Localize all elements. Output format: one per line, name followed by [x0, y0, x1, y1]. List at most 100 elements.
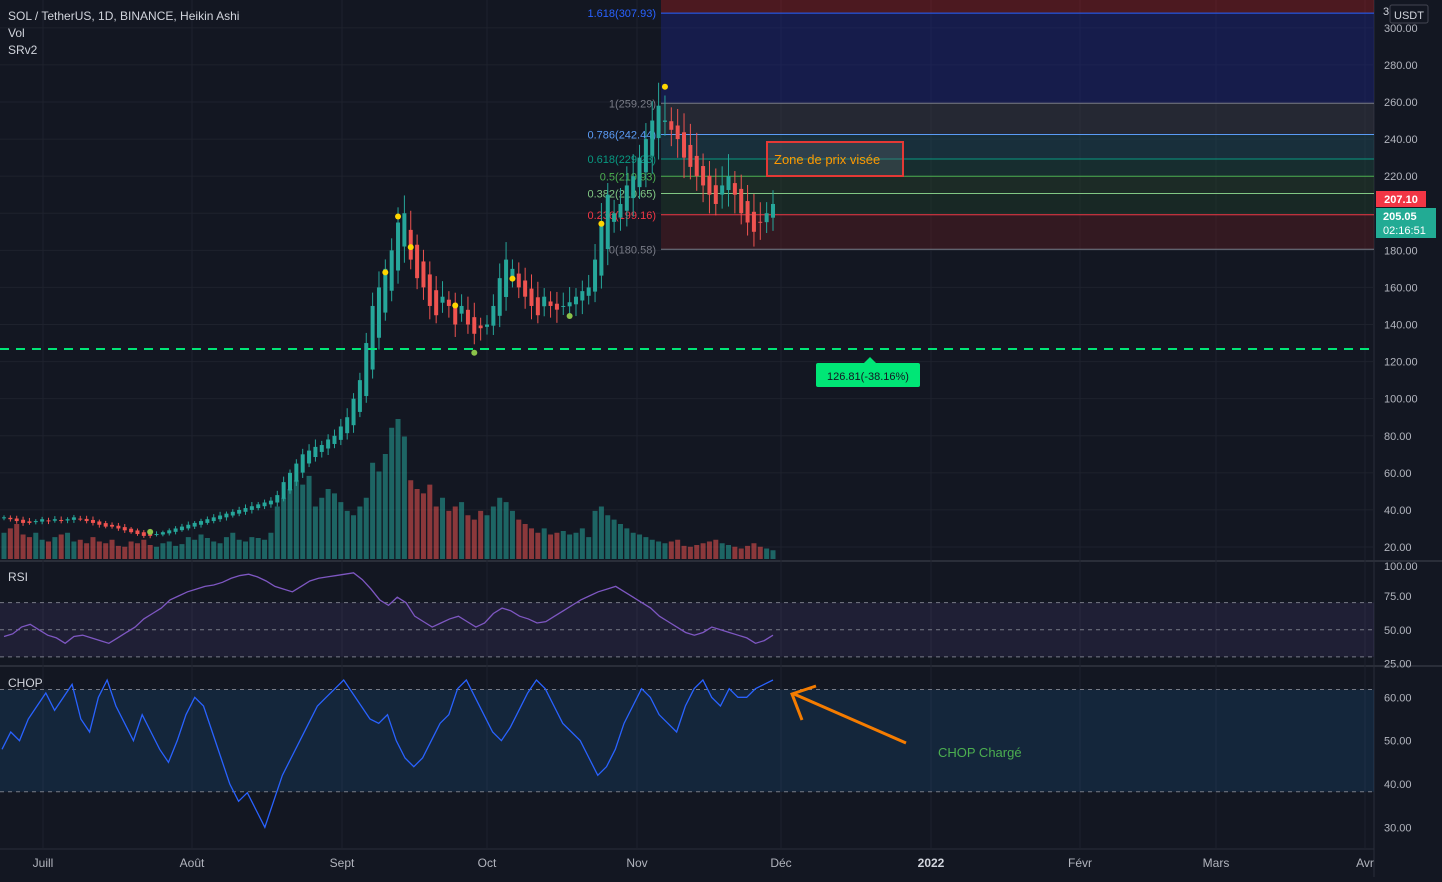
volume-bar — [109, 539, 115, 559]
candle-body — [14, 518, 19, 522]
chop-pane[interactable] — [0, 667, 1374, 849]
volume-bar — [401, 436, 407, 559]
volume-bar — [681, 545, 687, 559]
candle-body — [211, 517, 216, 522]
candle-body — [275, 495, 280, 503]
candle-body — [173, 528, 178, 532]
last-price-badge — [1376, 191, 1426, 207]
volume-bar — [541, 528, 547, 559]
volume-bar — [7, 528, 13, 559]
volume-bar — [160, 543, 166, 559]
candle-body — [326, 439, 331, 449]
volume-bar — [414, 489, 420, 559]
volume-bars — [1, 419, 776, 559]
volume-bar — [643, 537, 649, 559]
candle-body — [682, 132, 687, 158]
time-tick-label: Oct — [478, 856, 497, 870]
chop-tick-label: 50.00 — [1384, 736, 1412, 748]
candle-body — [618, 203, 623, 218]
volume-bar — [217, 543, 223, 559]
volume-bar — [198, 534, 204, 559]
candle-body — [580, 291, 585, 301]
candle-body — [472, 317, 477, 334]
candle-body — [2, 517, 6, 519]
volume-bar — [192, 539, 198, 559]
volume-bar — [522, 524, 528, 559]
symbol-title[interactable]: SOL / TetherUS, 1D, BINANCE, Heikin Ashi — [8, 9, 239, 23]
time-tick-label: Mars — [1203, 856, 1230, 870]
candle-body — [160, 532, 165, 535]
volume-bar — [586, 537, 592, 559]
volume-bar — [389, 427, 395, 559]
candle-body — [135, 530, 140, 535]
candle-body — [376, 287, 381, 338]
volume-bar — [497, 497, 503, 559]
candle-body — [389, 250, 394, 291]
target-zone-box[interactable] — [766, 141, 904, 177]
indicator-label-srv2[interactable]: SRv2 — [8, 43, 38, 57]
candle-body — [262, 502, 267, 507]
fib-zone — [661, 214, 1374, 250]
currency-button[interactable] — [1389, 4, 1429, 24]
candle-body — [675, 125, 680, 140]
candle-body — [561, 305, 566, 307]
rsi-tick-label: 100.00 — [1384, 561, 1418, 573]
volume-bar — [452, 506, 458, 559]
fib-level-label: 0.382(210.65) — [588, 188, 657, 200]
fibonacci-retracement[interactable]: 1.618(307.93)1(259.29)0.786(242.44)0.618… — [588, 0, 1375, 256]
volume-bar — [14, 524, 20, 559]
volume-bar — [713, 539, 719, 559]
volume-bar — [726, 545, 732, 559]
currency-label[interactable]: USDT — [1394, 10, 1424, 22]
candle-body — [179, 526, 184, 531]
volume-bar — [236, 539, 242, 559]
candle-body — [573, 296, 578, 305]
indicator-label-vol[interactable]: Vol — [8, 26, 25, 40]
volume-bar — [395, 419, 401, 559]
candle-body — [548, 301, 553, 306]
axis-scale-prefix: 3 — [1383, 6, 1389, 18]
candle-body — [268, 500, 273, 505]
volume-bar — [598, 506, 604, 559]
volume-bar — [52, 537, 58, 559]
volume-bar — [20, 534, 26, 559]
candle-body — [504, 259, 509, 297]
volume-bar — [459, 502, 465, 559]
volume-bar — [344, 510, 350, 559]
volume-bar — [319, 497, 325, 559]
price-tick-label: 220.00 — [1384, 171, 1418, 183]
fib-zone — [661, 134, 1374, 160]
support-label-box[interactable] — [816, 363, 920, 387]
volume-bar — [592, 510, 598, 559]
candle-body — [440, 296, 445, 303]
volume-bar — [90, 537, 96, 559]
candle-body — [713, 185, 718, 204]
candle-body — [21, 519, 26, 523]
volume-bar — [675, 539, 681, 559]
volume-bar — [166, 541, 172, 559]
volume-bar — [446, 510, 452, 559]
candle-body — [71, 517, 76, 520]
time-tick-label: 2022 — [918, 856, 945, 870]
rsi-tick-label: 50.00 — [1384, 625, 1412, 637]
target-zone-label: Zone de prix visée — [774, 152, 880, 167]
candle-body — [103, 523, 108, 527]
volume-bar — [770, 550, 776, 559]
volume-bar — [738, 548, 744, 559]
chop-band — [0, 689, 1374, 792]
volume-bar — [605, 515, 611, 559]
volume-bar — [325, 489, 331, 559]
price-tick-label: 20.00 — [1384, 542, 1412, 554]
candle-body — [529, 288, 534, 306]
candle-body — [27, 521, 32, 523]
volume-bar — [668, 541, 674, 559]
volume-bar — [528, 528, 534, 559]
rsi-title[interactable]: RSI — [8, 570, 28, 584]
candle-body — [485, 324, 490, 327]
candle-body — [510, 268, 515, 279]
time-tick-label: Févr — [1068, 856, 1092, 870]
price-pane[interactable] — [0, 0, 1374, 560]
chop-title[interactable]: CHOP — [8, 676, 43, 690]
candle-body — [319, 445, 324, 452]
